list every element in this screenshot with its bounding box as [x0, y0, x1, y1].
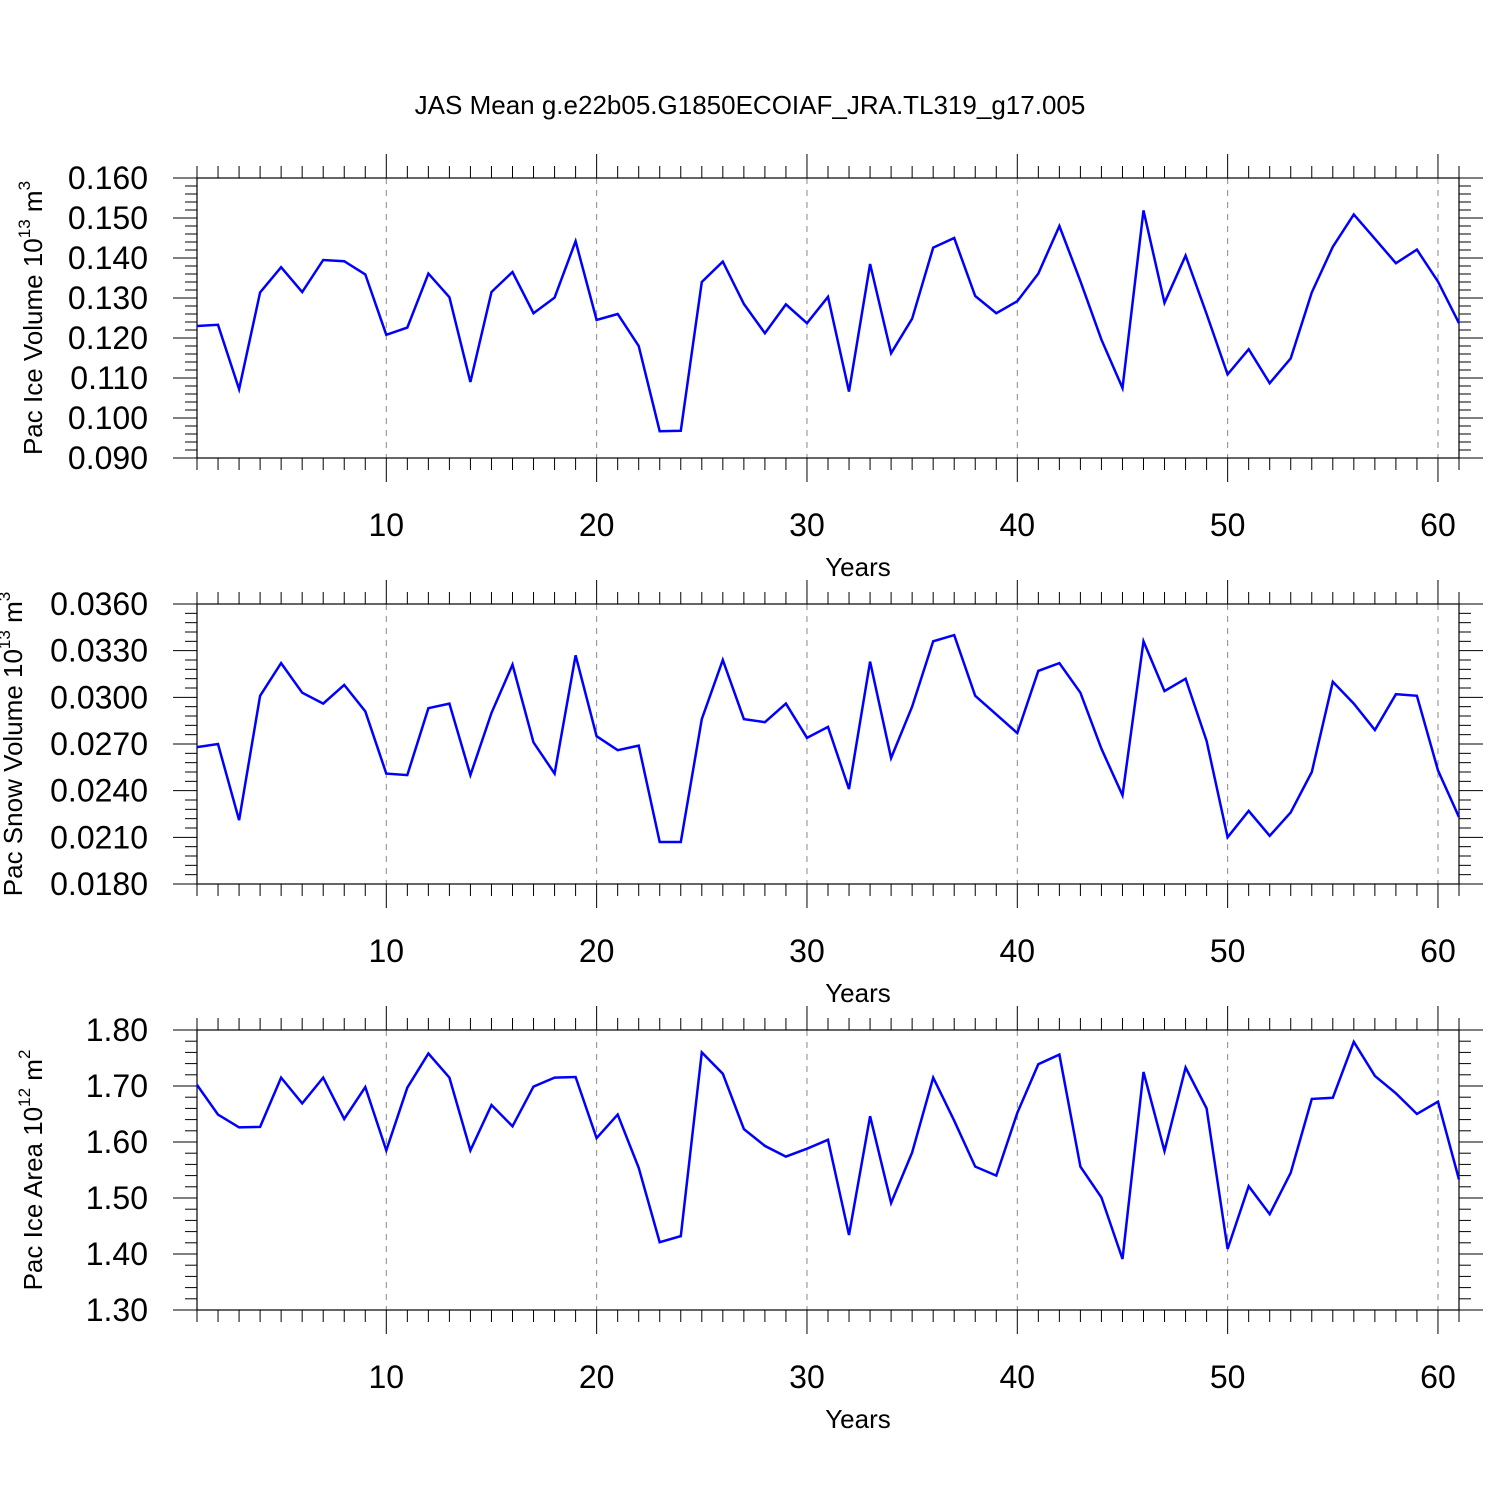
x-tick-label: 50 — [1210, 1359, 1246, 1395]
y-tick-label: 0.0330 — [50, 633, 148, 669]
x-tick-label: 30 — [789, 507, 825, 543]
y-label-text: Pac Ice Area 10 — [18, 1107, 48, 1291]
y-axis-label: Pac Ice Area 1012 m2 — [15, 1050, 48, 1291]
y-label-superscript: 13 — [0, 630, 14, 649]
x-tick-label: 10 — [369, 507, 405, 543]
y-tick-label: 0.140 — [68, 240, 148, 276]
y-tick-label: 0.120 — [68, 320, 148, 356]
x-tick-label: 60 — [1420, 933, 1456, 969]
x-tick-label: 40 — [1000, 1359, 1036, 1395]
y-tick-label: 0.160 — [68, 160, 148, 196]
chart-panel-3: 10 20 30 40 50 60 1.30 1.40 1.50 1.60 1.70 1.80 Year… — [15, 1006, 1483, 1434]
x-tick-label: 60 — [1420, 1359, 1456, 1395]
chart-title: JAS Mean g.e22b05.G1850ECOIAF_JRA.TL319_… — [415, 90, 1086, 120]
y-label-superscript: 3 — [15, 181, 34, 190]
x-tick-label: 50 — [1210, 933, 1246, 969]
y-tick-label: 0.130 — [68, 280, 148, 316]
x-axis-label: Years — [825, 978, 891, 1008]
y-tick-label: 0.0270 — [50, 726, 148, 762]
y-axis-label: Pac Snow Volume 1013 m3 — [0, 592, 28, 896]
y-label-superscript: 12 — [15, 1088, 34, 1107]
x-tick-label: 50 — [1210, 507, 1246, 543]
y-tick-label: 1.30 — [86, 1292, 148, 1328]
y-tick-label: 0.0180 — [50, 866, 148, 902]
y-tick-label: 1.70 — [86, 1068, 148, 1104]
y-label-superscript: 13 — [15, 219, 34, 238]
y-tick-label: 0.100 — [68, 400, 148, 436]
series-line — [195, 1038, 1461, 1260]
y-label-superscript: 3 — [0, 592, 14, 601]
x-tick-label: 20 — [579, 933, 615, 969]
x-tick-label: 10 — [369, 933, 405, 969]
y-tick-label: 0.0360 — [50, 586, 148, 622]
series-line — [196, 633, 1461, 844]
y-tick-label: 0.0240 — [50, 773, 148, 809]
y-label-text: m — [18, 190, 48, 219]
series-line — [196, 210, 1461, 433]
x-axis-label: Years — [825, 552, 891, 582]
y-tick-label: 0.150 — [68, 200, 148, 236]
y-axis-label: Pac Ice Volume 1013 m3 — [15, 181, 48, 455]
x-tick-label: 20 — [579, 1359, 615, 1395]
chart-panel-2: 10 20 30 40 50 60 0.0180 0.0210 0.0240 0.0270 0.03… — [0, 580, 1483, 1008]
x-tick-label: 30 — [789, 1359, 825, 1395]
x-tick-label: 60 — [1420, 507, 1456, 543]
x-tick-label: 10 — [369, 1359, 405, 1395]
y-label-superscript: 2 — [15, 1050, 34, 1059]
y-tick-label: 1.60 — [86, 1124, 148, 1160]
y-tick-label: 1.50 — [86, 1180, 148, 1216]
y-label-text: m — [0, 601, 28, 630]
x-tick-label: 40 — [1000, 933, 1036, 969]
y-tick-label: 0.0300 — [50, 679, 148, 715]
y-label-text: Pac Ice Volume 10 — [18, 238, 48, 455]
y-label-text: Pac Snow Volume 10 — [0, 649, 28, 896]
x-axis-label: Years — [825, 1404, 891, 1434]
y-tick-label: 0.090 — [68, 440, 148, 476]
y-tick-label: 0.0210 — [50, 819, 148, 855]
x-tick-label: 30 — [789, 933, 825, 969]
chart-panel-1: 10 20 30 40 50 60 0.090 0.100 0.110 0.120 0.130 0.1… — [15, 154, 1483, 582]
y-tick-label: 0.110 — [70, 360, 148, 396]
y-tick-label: 1.80 — [86, 1012, 148, 1048]
x-tick-label: 20 — [579, 507, 615, 543]
y-tick-label: 1.40 — [86, 1236, 148, 1272]
x-tick-label: 40 — [1000, 507, 1036, 543]
y-label-text: m — [18, 1059, 48, 1088]
